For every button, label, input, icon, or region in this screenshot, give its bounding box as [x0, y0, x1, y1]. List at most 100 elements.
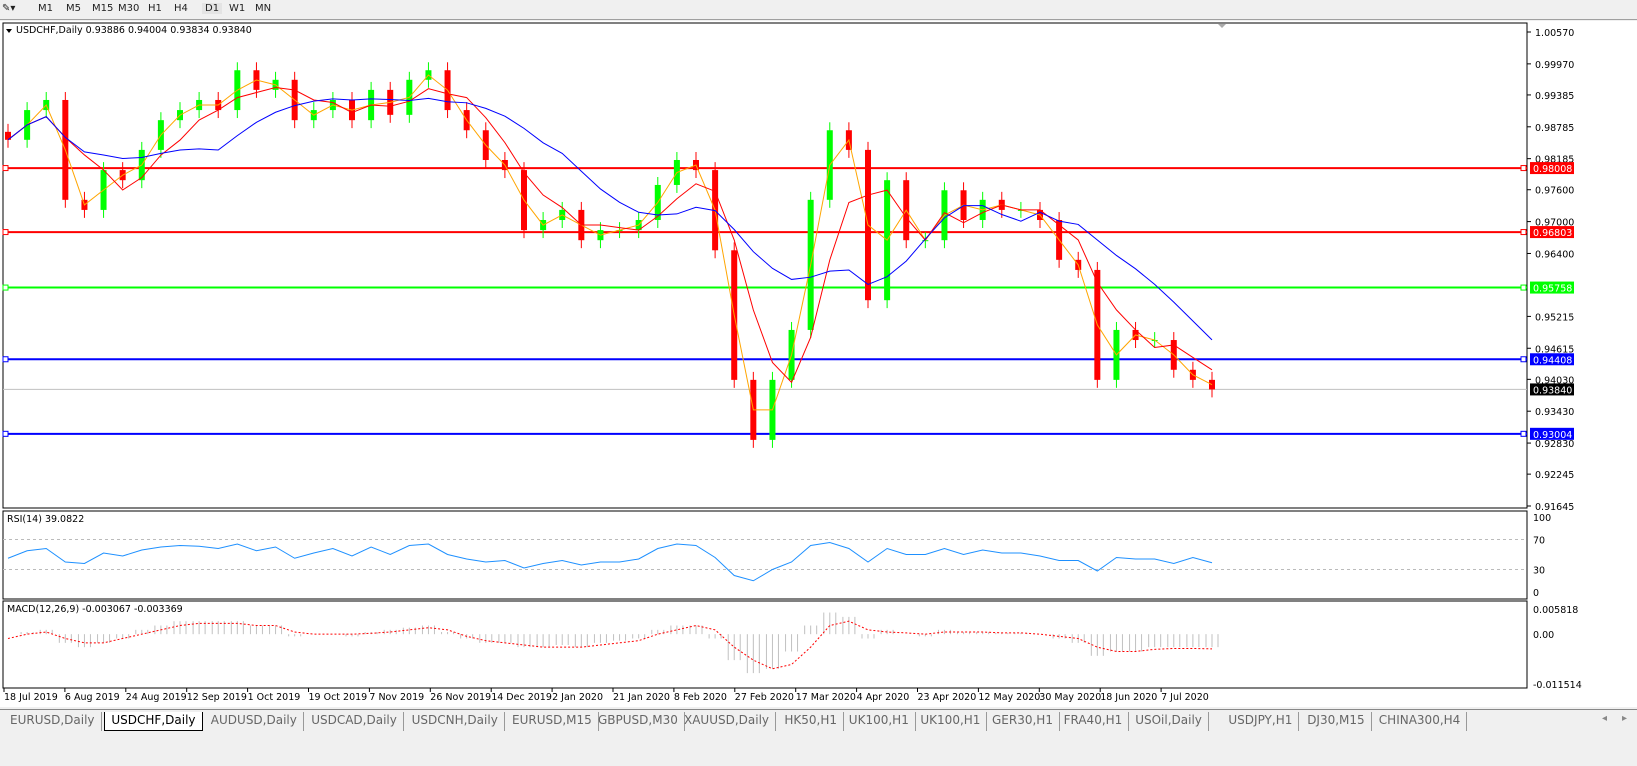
chart-tab[interactable]: USDCAD,Daily: [305, 712, 404, 731]
date-tick-label: 8 Feb 2020: [674, 692, 727, 703]
date-tick-label: 14 Dec 2019: [491, 692, 552, 703]
price-label-bg: [1530, 281, 1574, 294]
macd-tick-label: -0.011514: [1533, 680, 1582, 691]
date-tick-label: 24 Aug 2019: [126, 692, 187, 703]
price-label-bg: [1530, 427, 1574, 440]
timeframe-D1[interactable]: D1: [202, 3, 223, 14]
timeframe-W1[interactable]: W1: [229, 3, 246, 14]
macd-title: MACD(12,26,9) -0.003067 -0.003369: [7, 604, 183, 615]
macd-signal-line: [7, 620, 1213, 670]
line-handle: [1520, 284, 1527, 291]
date-tick-label: 18 Jul 2019: [4, 692, 58, 703]
rsi-title: RSI(14) 39.0822: [7, 514, 84, 525]
chart-tabs: EURUSD,Daily USDCHF,Daily AUDUSD,Daily USDC…: [0, 709, 1637, 731]
chart-shift-icon: [1218, 24, 1226, 28]
current-price-bg: [1530, 383, 1574, 396]
rsi-tick-label: 70: [1533, 536, 1545, 547]
price-label-bg: [1530, 226, 1574, 239]
date-tick-label: 30 May 2020: [1039, 692, 1101, 703]
price-tick-label: 0.92830: [1535, 439, 1574, 450]
date-tick-label: 7 Nov 2019: [369, 692, 424, 703]
collapse-triangle-icon: [6, 29, 12, 33]
timeframe-M15[interactable]: M15: [92, 3, 114, 14]
date-tick-label: 19 Oct 2019: [309, 692, 368, 703]
date-tick-label: 4 Apr 2020: [857, 692, 910, 703]
date-tick-label: 2 Jan 2020: [552, 692, 603, 703]
chart-tab[interactable]: XAUUSD,Daily: [678, 712, 777, 731]
macd-tick-label: 0.005818: [1533, 605, 1578, 616]
price-tick-label: 0.98785: [1535, 123, 1574, 134]
chart-tab[interactable]: AUDUSD,Daily: [205, 712, 304, 731]
rsi-line: [7, 541, 1213, 582]
date-tick-label: 17 Mar 2020: [796, 692, 856, 703]
rsi-tick-label: 0: [1533, 588, 1539, 599]
date-tick-label: 23 Apr 2020: [918, 692, 977, 703]
timeframe-H1[interactable]: H1: [148, 3, 162, 14]
price-tick-label: 0.99385: [1535, 91, 1574, 102]
chart-canvas[interactable]: USDCHF,Daily 0.93886 0.94004 0.93834 0.9…: [0, 21, 1637, 707]
date-tick-label: 12 Sep 2019: [187, 692, 247, 703]
ma-slow-line: [7, 97, 1213, 341]
price-label: 0.93004: [1533, 430, 1572, 441]
chart-tab[interactable]: EURUSD,M15: [506, 712, 599, 731]
rsi-tick-label: 100: [1533, 513, 1551, 524]
chart-tab[interactable]: USDJPY,H1: [1222, 712, 1300, 731]
ma-mid-line: [7, 86, 1213, 384]
price-tick-label: 0.97600: [1535, 186, 1574, 197]
symbol-label: USDCHF,Daily 0.93886 0.94004 0.93834 0.9…: [16, 25, 252, 36]
line-handle: [2, 284, 9, 291]
price-label: 0.95758: [1533, 284, 1572, 295]
date-tick-label: 6 Aug 2019: [65, 692, 120, 703]
price-label: 0.94408: [1533, 355, 1572, 366]
price-tick-label: 0.96400: [1535, 249, 1574, 260]
line-handle: [2, 165, 9, 172]
chart-tab[interactable]: CHINA300,H4: [1373, 712, 1468, 731]
price-label: 0.96803: [1533, 228, 1572, 239]
chart-tab[interactable]: UK100,H1: [843, 712, 916, 731]
chart-tab[interactable]: USDCHF,Daily: [104, 712, 203, 731]
line-handle: [2, 356, 9, 363]
chart-tab[interactable]: HK50,H1: [778, 712, 845, 731]
timeframe-M30[interactable]: M30: [118, 3, 140, 14]
chart-window[interactable]: USDCHF,Daily 0.93886 0.94004 0.93834 0.9…: [0, 21, 1637, 707]
chart-tab[interactable]: FRA40,H1: [1058, 712, 1130, 731]
chart-tab[interactable]: GER30,H1: [986, 712, 1060, 731]
current-price-label: 0.93840: [1533, 385, 1572, 396]
timeframe-toolbar: ✎▾ M1 M5 M15 M30 H1 H4 D1 W1 MN: [0, 0, 1637, 20]
price-label-bg: [1530, 162, 1574, 175]
timeframe-H4[interactable]: H4: [174, 3, 188, 14]
chart-tab[interactable]: UK100,H1: [914, 712, 988, 731]
date-tick-label: 12 May 2020: [978, 692, 1040, 703]
line-handle: [1520, 356, 1527, 363]
price-tick-label: 0.98185: [1535, 155, 1574, 166]
date-tick-label: 21 Jan 2020: [613, 692, 670, 703]
rsi-tick-label: 30: [1533, 566, 1545, 577]
chart-tab[interactable]: USDCNH,Daily: [406, 712, 505, 731]
main-pane: [2, 22, 1528, 509]
chart-tab[interactable]: DJ30,M15: [1301, 712, 1372, 731]
date-tick-label: 26 Nov 2019: [430, 692, 491, 703]
price-label: 0.98008: [1533, 164, 1572, 175]
timeframe-M5[interactable]: M5: [66, 3, 81, 14]
candle: [5, 131, 11, 140]
status-area: ◂ ▸: [0, 713, 1637, 766]
line-handle: [1520, 165, 1527, 172]
timeframe-MN[interactable]: MN: [255, 3, 272, 14]
date-tick-label: 27 Feb 2020: [735, 692, 794, 703]
chart-tab[interactable]: USOil,Daily: [1129, 712, 1209, 731]
price-tick-label: 0.97000: [1535, 218, 1574, 229]
price-tick-label: 0.94030: [1535, 375, 1574, 386]
price-tick-label: 0.99970: [1535, 60, 1574, 71]
price-tick-label: 0.94615: [1535, 344, 1574, 355]
chart-tab[interactable]: GBPUSD,M30: [592, 712, 685, 731]
line-handle: [2, 430, 9, 437]
line-handle: [1520, 229, 1527, 236]
date-tick-label: 7 Jul 2020: [1161, 692, 1209, 703]
scroll-left-icon[interactable]: ◂: [1601, 713, 1607, 724]
timeframe-M1[interactable]: M1: [38, 3, 53, 14]
chart-tab[interactable]: EURUSD,Daily: [4, 712, 102, 731]
line-handle: [2, 229, 9, 236]
price-tick-label: 0.93430: [1535, 407, 1574, 418]
scroll-right-icon[interactable]: ▸: [1621, 713, 1627, 724]
line-tool-icon[interactable]: ✎▾: [2, 3, 16, 14]
